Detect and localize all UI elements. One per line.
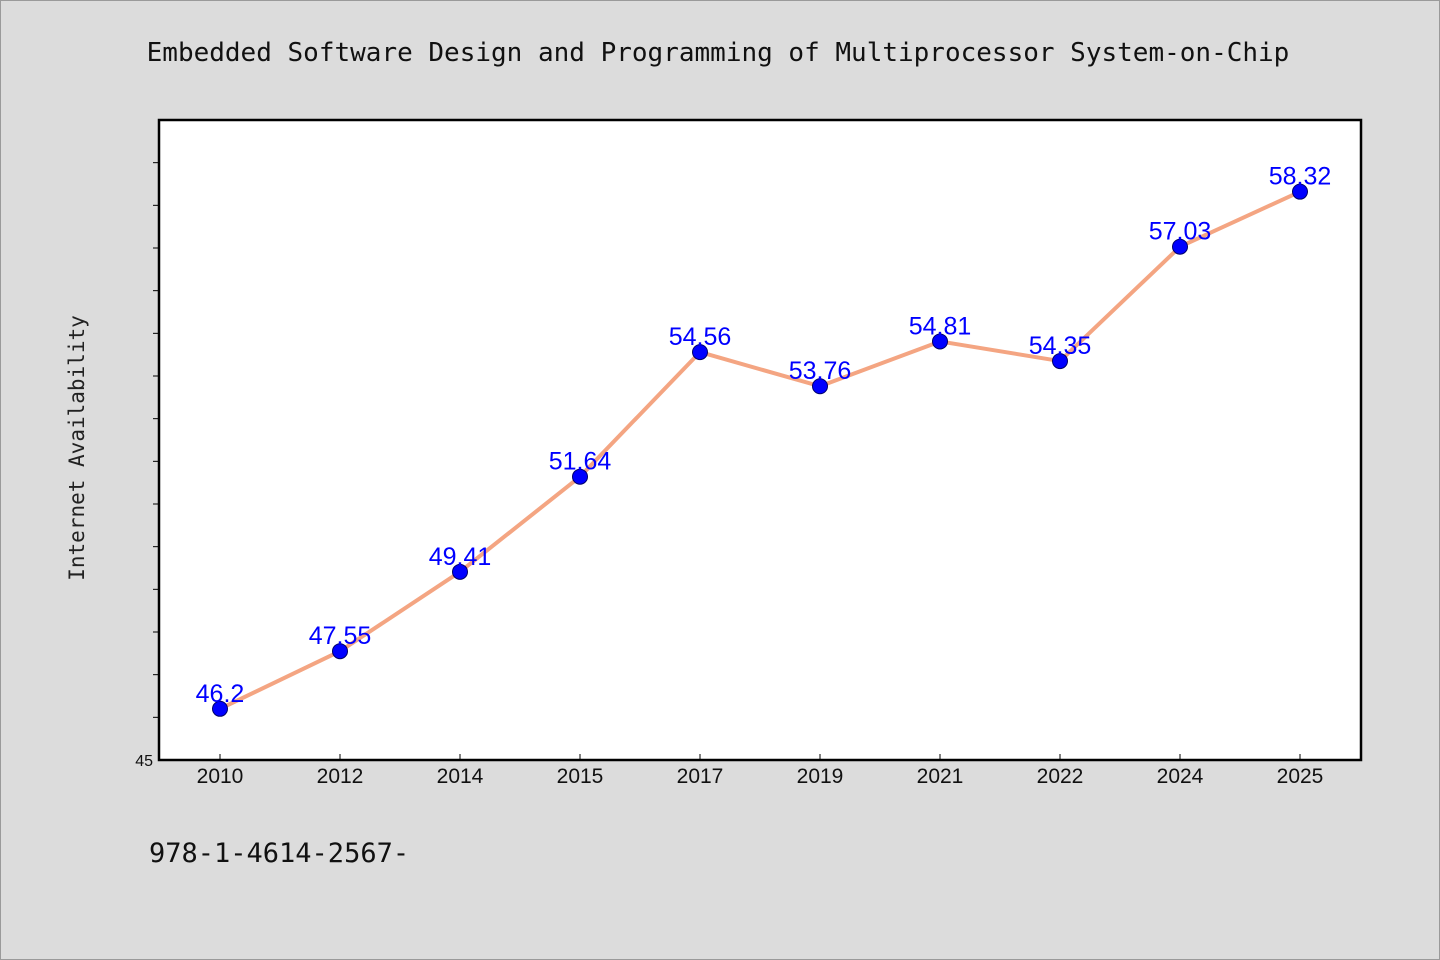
series-line xyxy=(218,189,1302,711)
data-point xyxy=(452,563,468,580)
data-label: 58.32 xyxy=(1269,163,1332,191)
data-label: 54.81 xyxy=(909,312,972,340)
x-tick-label: 2012 xyxy=(317,765,364,788)
data-label: 57.03 xyxy=(1149,218,1212,246)
x-tick-label: 2021 xyxy=(917,765,964,788)
data-point xyxy=(1292,183,1308,200)
data-point xyxy=(812,378,828,395)
y-axis-ticks: 45 xyxy=(135,162,159,770)
x-tick-label: 2025 xyxy=(1277,765,1324,788)
data-labels: 46.2 47.55 49.41 51.64 54.56 53.76 54.81 54.35 5… xyxy=(196,163,1332,708)
plot-area xyxy=(157,118,1363,762)
y-tick-label: 45 xyxy=(135,753,153,770)
data-label: 46.2 xyxy=(196,680,245,708)
x-tick-label: 2014 xyxy=(437,765,484,788)
x-tick-label: 2024 xyxy=(1157,765,1204,788)
data-point xyxy=(692,344,708,361)
x-tick-label: 2019 xyxy=(797,765,844,788)
data-points xyxy=(212,183,1308,717)
data-point xyxy=(572,468,588,485)
x-tick-label: 2010 xyxy=(197,765,244,788)
x-tick-label: 2015 xyxy=(557,765,604,788)
data-point xyxy=(332,643,348,660)
data-point xyxy=(212,700,228,717)
chart-title: Embedded Software Design and Programming… xyxy=(147,38,1290,68)
data-point xyxy=(1052,353,1068,370)
x-tick-label: 2017 xyxy=(677,765,724,788)
data-point xyxy=(1172,238,1188,255)
data-label: 54.56 xyxy=(669,323,732,351)
x-tick-label: 2022 xyxy=(1037,765,1084,788)
data-label: 53.76 xyxy=(789,357,852,385)
x-axis-ticks: 2010 2012 2014 2015 2017 2019 2021 2022 2024 2025 xyxy=(197,754,1324,788)
series-line-group xyxy=(218,189,1302,711)
data-label: 51.64 xyxy=(549,448,612,476)
footer-isbn: 978-1-4614-2567- xyxy=(149,838,409,869)
data-point xyxy=(932,333,948,350)
data-label: 47.55 xyxy=(309,622,372,650)
data-label: 54.35 xyxy=(1029,332,1092,360)
data-label: 49.41 xyxy=(429,543,492,571)
y-axis-label: Internet Availability xyxy=(65,315,89,581)
